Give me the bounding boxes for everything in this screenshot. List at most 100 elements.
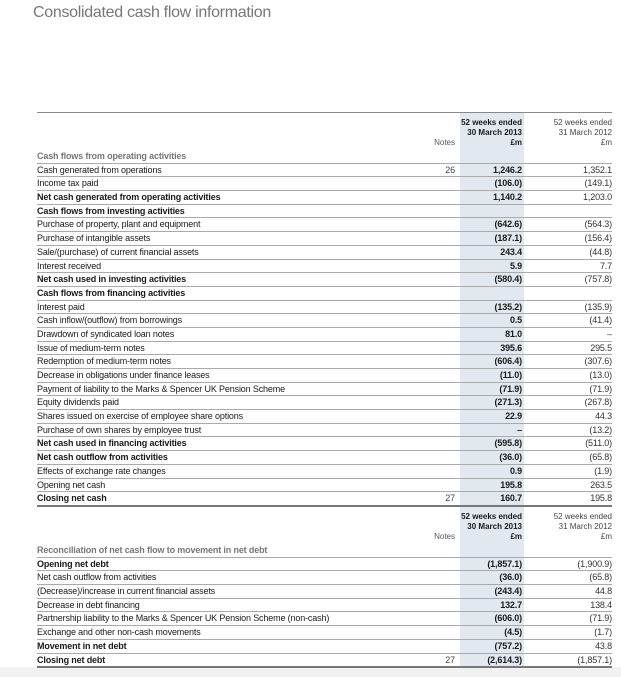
previous-year-value: (267.8) xyxy=(584,397,613,408)
previous-year-value: (156.4) xyxy=(584,233,613,244)
row-label: Equity dividends paid xyxy=(37,397,119,408)
current-year-value: (580.4) xyxy=(494,274,523,285)
table-row: Net cash outflow from activities (36.0) (6… xyxy=(37,451,612,465)
row-notes: 27 xyxy=(445,654,455,665)
current-year-value: (135.2) xyxy=(494,301,523,312)
current-year-value: (642.6) xyxy=(494,219,523,230)
previous-year-value: 7.7 xyxy=(599,260,612,271)
table-row: Purchase of own shares by employee trust… xyxy=(37,424,612,438)
table-header: Notes 52 weeks ended 30 March 2013 £m 52 w… xyxy=(37,507,612,544)
table-row: Closing net debt 27 (2,614.3) (1,857.1) xyxy=(37,654,612,669)
current-year-value: 5.9 xyxy=(509,260,522,271)
table-row: Cash flows from financing activities xyxy=(37,287,612,301)
previous-year-value: (1,857.1) xyxy=(577,654,612,665)
row-label: Net cash used in investing activities xyxy=(37,274,187,285)
row-label: Decrease in debt financing xyxy=(37,599,140,610)
table-row: Net cash used in investing activities (58… xyxy=(37,273,612,287)
table-row: Cash flows from investing activities xyxy=(37,205,612,219)
previous-year-value: 295.5 xyxy=(590,342,612,353)
previous-year-header: 52 weeks ended 31 March 2012 £m xyxy=(553,118,612,147)
row-label: Effects of exchange rate changes xyxy=(37,465,166,476)
previous-year-value: (757.8) xyxy=(584,274,613,285)
table-row: Effects of exchange rate changes 0.9 (1.9) xyxy=(37,465,612,479)
previous-year-value: 44.3 xyxy=(595,411,612,422)
table-row: Net cash used in financing activities (59… xyxy=(37,437,612,452)
current-year-value: (4.5) xyxy=(504,627,522,638)
current-year-value: 0.9 xyxy=(509,465,522,476)
table-row: Cash generated from operations 26 1,246.2 1… xyxy=(37,164,612,178)
row-label: Closing net debt xyxy=(37,654,106,665)
row-label: Payment of liability to the Marks & Spen… xyxy=(37,383,285,394)
table-row: Reconciliation of net cash flow to movem… xyxy=(37,544,612,558)
notes-header: Notes xyxy=(434,532,455,541)
table-row: Payment of liability to the Marks & Spen… xyxy=(37,383,612,397)
current-year-value: (595.8) xyxy=(494,438,523,449)
current-year-value: 1,140.2 xyxy=(493,192,522,203)
previous-year-value: 1,352.1 xyxy=(583,164,612,175)
row-label: Exchange and other non-cash movements xyxy=(37,627,201,638)
row-label: Redemption of medium-term notes xyxy=(37,356,171,367)
table-header: Notes 52 weeks ended 30 March 2013 £m 52 w… xyxy=(37,113,612,150)
previous-year-value: (71.9) xyxy=(589,383,612,394)
bottom-band xyxy=(0,667,621,677)
current-year-highlight xyxy=(460,113,524,507)
current-year-value: 160.7 xyxy=(500,493,522,504)
table-row: Redemption of medium-term notes (606.4) (3… xyxy=(37,355,612,369)
row-label: Net cash used in financing activities xyxy=(37,438,187,449)
previous-year-value: 43.8 xyxy=(595,640,612,651)
row-label: Cash flows from financing activities xyxy=(37,287,186,298)
current-year-value: (2,614.3) xyxy=(487,654,522,665)
table-row: Equity dividends paid (271.3) (267.8) xyxy=(37,396,613,411)
table-row: Net cash outflow from activities (36.0) (6… xyxy=(37,571,612,586)
current-year-value: (757.2) xyxy=(494,640,523,651)
previous-year-value: (1,900.9) xyxy=(577,558,612,569)
row-label: Reconciliation of net cash flow to movem… xyxy=(37,545,268,555)
current-year-value: 195.8 xyxy=(500,479,522,490)
previous-year-value: 263.5 xyxy=(590,479,612,490)
table-row: Partnership liability to the Marks & Spe… xyxy=(37,612,612,627)
current-year-value: (187.1) xyxy=(494,233,523,244)
current-year-value: 1,246.2 xyxy=(493,164,522,175)
table-row: Sale/(purchase) of current financial ass… xyxy=(37,246,612,260)
row-label: Interest received xyxy=(37,260,101,271)
table-row: Drawdown of syndicated loan notes 81.0 – xyxy=(37,328,612,342)
table-row: Opening net debt (1,857.1) (1,900.9) xyxy=(37,558,612,572)
previous-year-value: (511.0) xyxy=(585,438,612,449)
table-row: Income tax paid (106.0) (149.1) xyxy=(37,177,612,192)
table-row: Interest paid (135.2) (135.9) xyxy=(37,301,612,315)
row-notes: 27 xyxy=(445,493,455,504)
current-year-value: (606.0) xyxy=(494,613,523,624)
table-row: Closing net cash 27 160.7 195.8 xyxy=(37,492,612,507)
table-row: Shares issued on exercise of employee sh… xyxy=(37,410,612,424)
row-label: Net cash outflow from activities xyxy=(37,452,168,463)
current-year-value: 395.6 xyxy=(500,342,522,353)
previous-year-header: 52 weeks ended 31 March 2012 £m xyxy=(553,512,612,541)
row-label: Net cash outflow from activities xyxy=(37,572,157,583)
previous-year-value: (44.8) xyxy=(589,246,612,257)
previous-year-value: (1.9) xyxy=(594,465,612,476)
current-year-value: 132.7 xyxy=(500,599,522,610)
row-label: Partnership liability to the Marks & Spe… xyxy=(37,613,330,624)
row-label: Movement in net debt xyxy=(37,640,127,651)
table-row: Opening net cash 195.8 263.5 xyxy=(37,479,612,493)
previous-year-value: 195.8 xyxy=(590,493,612,504)
table-row: Purchase of intangible assets (187.1) (156… xyxy=(37,232,612,246)
row-label: Interest paid xyxy=(37,301,85,312)
row-label: Sale/(purchase) of current financial ass… xyxy=(37,246,199,257)
row-label: Purchase of property, plant and equipmen… xyxy=(37,219,201,230)
row-label: Cash inflow/(outflow) from borrowings xyxy=(37,315,183,326)
previous-year-value: 1,203.0 xyxy=(583,192,612,203)
previous-year-value: (71.9) xyxy=(589,613,612,624)
current-year-value: (11.0) xyxy=(499,370,522,380)
current-year-value: (36.0) xyxy=(499,452,522,463)
current-year-value: – xyxy=(517,424,522,435)
previous-year-value: (13.2) xyxy=(589,424,612,435)
previous-year-value: (65.8) xyxy=(589,572,612,583)
table-row: Purchase of property, plant and equipmen… xyxy=(37,218,612,233)
row-label: (Decrease)/increase in current financial… xyxy=(37,586,216,597)
current-year-value: 22.9 xyxy=(505,411,522,422)
cash-flow-table: Notes 52 weeks ended 30 March 2013 £m 52 w… xyxy=(37,112,612,507)
page-title: Consolidated cash flow information xyxy=(33,4,271,21)
previous-year-value: (41.4) xyxy=(589,315,612,326)
table-row: Interest received 5.9 7.7 xyxy=(37,260,612,274)
